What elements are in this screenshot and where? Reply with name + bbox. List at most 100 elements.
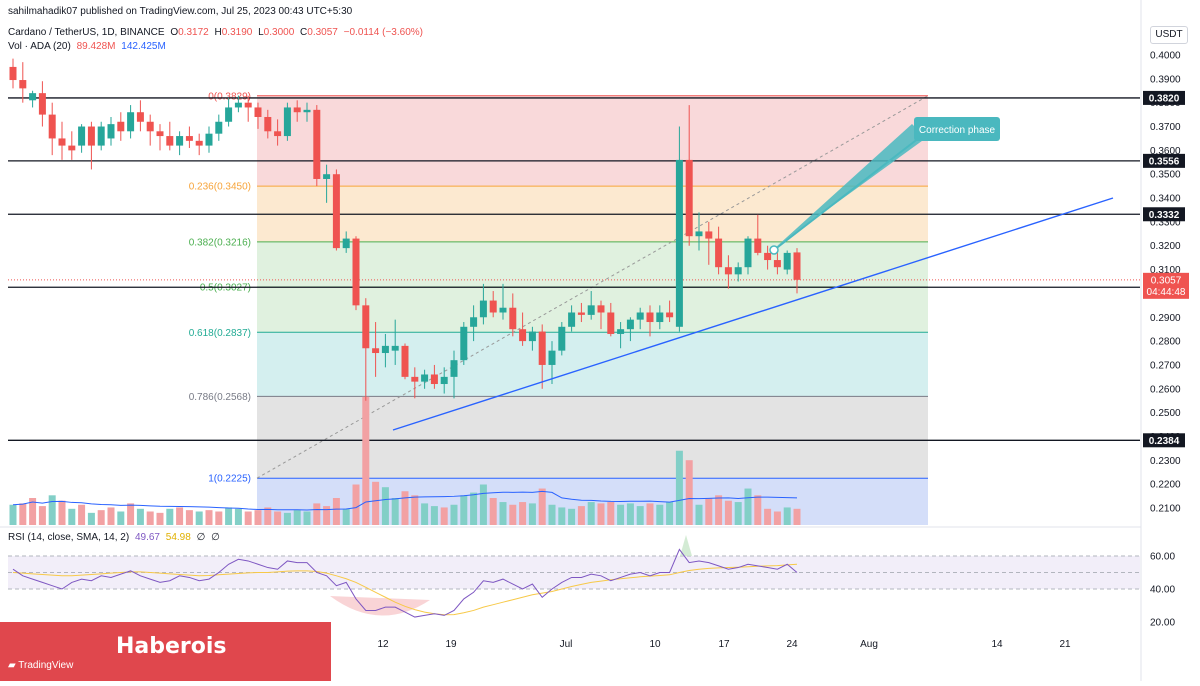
candle-body — [215, 121, 223, 134]
volume-bar — [607, 502, 615, 525]
y-tick-label: 0.2500 — [1150, 408, 1181, 419]
candle-body — [156, 131, 164, 137]
rsi-label[interactable]: RSI (14, close, SMA, 14, 2) — [8, 532, 130, 543]
candle-body — [117, 121, 125, 132]
open-value: 0.3172 — [178, 27, 209, 38]
candle-body — [568, 312, 576, 327]
volume-line: Vol · ADA (20) 89.428M 142.425M — [8, 41, 169, 52]
volume-bar — [548, 504, 556, 525]
volume-bar — [176, 507, 184, 525]
candle-body — [499, 307, 507, 313]
candle-body — [362, 305, 370, 349]
volume-bar — [68, 508, 76, 525]
volume-bar — [685, 460, 693, 525]
volume-bar — [58, 500, 66, 525]
volume-bar — [381, 487, 389, 525]
candle-body — [205, 133, 213, 146]
candle-body — [577, 312, 585, 315]
volume-bar — [166, 508, 174, 525]
fib-label: 1(0.2225) — [208, 474, 251, 485]
volume-bar — [421, 503, 429, 525]
volume-bar — [391, 498, 399, 525]
candle-body — [793, 252, 801, 280]
candle-body — [176, 136, 184, 146]
candle-body — [195, 140, 203, 146]
rsi-band — [8, 556, 1140, 589]
volume-bar — [440, 507, 448, 525]
volume-bar — [156, 512, 164, 525]
candle-body — [225, 107, 233, 122]
volume-bar — [734, 502, 742, 525]
y-tick-label: 0.2600 — [1150, 384, 1181, 395]
brand-banner: Haberois ▰ TradingView — [0, 622, 331, 681]
candle-body — [244, 102, 252, 108]
candle-body — [9, 66, 17, 81]
candle-body — [538, 331, 546, 365]
candle-body — [519, 329, 527, 342]
rsi-line: RSI (14, close, SMA, 14, 2) 49.67 54.98 … — [8, 532, 223, 543]
volume-bar — [695, 504, 703, 525]
y-tick-label: 0.3600 — [1150, 146, 1181, 157]
candle-body — [411, 376, 419, 382]
candle-body — [254, 107, 262, 117]
change-value: −0.0114 (−3.60%) — [343, 27, 423, 38]
volume-value: 89.428M — [76, 41, 116, 52]
candle-body — [136, 112, 144, 122]
candle-body — [29, 93, 37, 101]
rsi-overbought-fill — [680, 535, 692, 556]
volume-bar — [587, 502, 595, 525]
volume-ma-value: 142.425M — [121, 41, 166, 52]
volume-bar — [783, 507, 791, 525]
candle-body — [685, 159, 693, 237]
high-label: H — [214, 27, 222, 38]
x-tick-label: 21 — [1059, 639, 1071, 650]
volume-bar — [283, 512, 291, 525]
volume-label[interactable]: Vol · ADA (20) — [8, 41, 71, 52]
candle-body — [58, 138, 66, 146]
candle-body — [617, 329, 625, 334]
candle-body — [783, 252, 791, 270]
candle-body — [509, 307, 517, 330]
volume-bar — [205, 510, 213, 525]
candle-body — [470, 317, 478, 327]
y-tick-label: 0.2300 — [1150, 456, 1181, 467]
volume-bar — [293, 510, 301, 525]
volume-bar — [430, 506, 438, 525]
candle-body — [107, 124, 115, 139]
candle-body — [450, 360, 458, 377]
volume-bar — [793, 508, 801, 525]
y-tick-label: 0.2900 — [1150, 313, 1181, 324]
y-tick-label: 0.3900 — [1150, 74, 1181, 85]
current-price-tag — [1143, 272, 1189, 299]
candle-body — [705, 231, 713, 239]
volume-bar — [48, 495, 56, 525]
candle-body — [48, 114, 56, 139]
candle-body — [460, 326, 468, 361]
volume-ma-line — [12, 490, 798, 511]
x-tick-label: 19 — [445, 639, 457, 650]
open-label: O — [170, 27, 179, 38]
published-line: sahilmahadik07 published on TradingView.… — [8, 6, 353, 17]
candle-body — [313, 109, 321, 179]
currency-button[interactable]: USDT — [1150, 26, 1188, 44]
tradingview-logo[interactable]: ▰ TradingView — [8, 660, 73, 671]
candle-body — [87, 126, 95, 146]
symbol-name[interactable]: Cardano / TetherUS, 1D, BINANCE — [8, 27, 165, 38]
candle-body — [626, 319, 634, 330]
candle-body — [489, 300, 497, 313]
candle-body — [342, 238, 350, 249]
candle-body — [528, 331, 536, 342]
volume-bar — [617, 504, 625, 525]
x-tick-label: 12 — [377, 639, 389, 650]
current-price-text: 0.3057 — [1151, 275, 1182, 286]
rsi-oversold-fill — [330, 596, 430, 616]
fib-label: 0.236(0.3450) — [189, 182, 251, 193]
y-tick-label: 0.3700 — [1150, 122, 1181, 133]
candle-body — [68, 145, 76, 151]
volume-bar — [666, 502, 674, 525]
volume-bar — [185, 510, 193, 525]
volume-bar — [499, 502, 507, 525]
level-tag — [1143, 433, 1185, 448]
